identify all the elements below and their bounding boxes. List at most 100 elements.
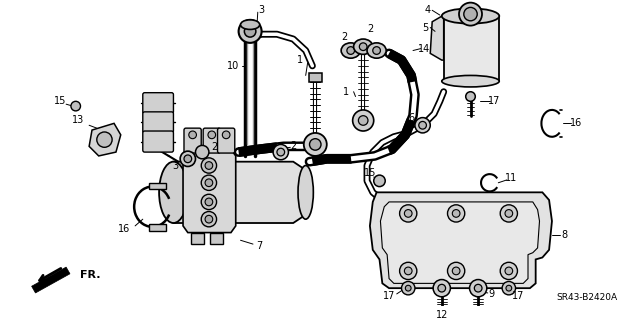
Text: 4: 4 (424, 5, 431, 15)
Circle shape (205, 198, 212, 206)
Text: 2: 2 (367, 25, 373, 34)
Text: SR43-B2420A: SR43-B2420A (557, 293, 618, 302)
Text: 15: 15 (54, 96, 67, 106)
Text: 2: 2 (212, 142, 218, 152)
Text: 12: 12 (436, 310, 448, 319)
Circle shape (358, 116, 368, 125)
Circle shape (304, 133, 327, 156)
Text: 2: 2 (341, 32, 347, 42)
Ellipse shape (159, 162, 188, 223)
Text: 2: 2 (290, 141, 296, 151)
Circle shape (374, 175, 385, 187)
FancyBboxPatch shape (444, 16, 499, 81)
FancyBboxPatch shape (210, 233, 223, 244)
Circle shape (189, 131, 196, 139)
Polygon shape (89, 123, 121, 156)
Circle shape (405, 285, 411, 291)
Text: 13: 13 (72, 115, 84, 125)
FancyBboxPatch shape (143, 112, 173, 133)
Ellipse shape (442, 75, 499, 87)
Circle shape (433, 279, 451, 297)
Ellipse shape (341, 43, 360, 58)
Text: 14: 14 (419, 44, 431, 54)
FancyBboxPatch shape (143, 93, 173, 114)
Circle shape (359, 43, 367, 50)
Circle shape (201, 211, 216, 227)
Circle shape (459, 3, 482, 26)
Text: 3: 3 (259, 5, 265, 15)
Text: FR.: FR. (79, 270, 100, 280)
FancyBboxPatch shape (218, 128, 235, 153)
Text: 10: 10 (227, 61, 239, 71)
Circle shape (500, 262, 518, 279)
Circle shape (205, 162, 212, 169)
Circle shape (415, 118, 430, 133)
Ellipse shape (442, 8, 499, 24)
Circle shape (205, 215, 212, 223)
Circle shape (201, 194, 216, 210)
Circle shape (506, 285, 512, 291)
Text: 16: 16 (118, 224, 130, 234)
Polygon shape (380, 202, 540, 283)
Text: 15: 15 (364, 168, 376, 178)
Text: 3: 3 (172, 160, 179, 171)
Circle shape (347, 47, 355, 54)
Circle shape (447, 262, 465, 279)
Circle shape (419, 122, 426, 129)
Circle shape (208, 131, 216, 139)
Text: 9: 9 (488, 289, 495, 299)
Text: 1: 1 (343, 87, 349, 97)
Circle shape (464, 7, 477, 21)
Text: 6: 6 (408, 113, 414, 122)
Text: 17: 17 (512, 291, 525, 301)
Circle shape (452, 267, 460, 275)
FancyBboxPatch shape (143, 131, 173, 152)
Circle shape (399, 205, 417, 222)
Circle shape (353, 110, 374, 131)
FancyBboxPatch shape (184, 128, 201, 153)
Circle shape (401, 281, 415, 295)
Circle shape (244, 26, 256, 37)
Text: 5: 5 (422, 23, 429, 33)
Circle shape (404, 210, 412, 217)
Circle shape (195, 145, 209, 159)
Text: 7: 7 (257, 241, 263, 251)
Polygon shape (183, 149, 236, 233)
Circle shape (71, 101, 81, 111)
Text: 16: 16 (570, 118, 582, 128)
Circle shape (438, 284, 445, 292)
Circle shape (222, 131, 230, 139)
Circle shape (180, 151, 195, 167)
Circle shape (97, 132, 112, 147)
Polygon shape (430, 15, 444, 60)
Ellipse shape (354, 39, 372, 54)
Circle shape (310, 139, 321, 150)
Ellipse shape (367, 43, 386, 58)
Circle shape (277, 148, 285, 156)
Text: 11: 11 (504, 173, 517, 183)
Circle shape (201, 158, 216, 173)
Circle shape (184, 155, 191, 163)
Text: 17: 17 (488, 96, 500, 106)
Circle shape (505, 267, 513, 275)
FancyBboxPatch shape (308, 72, 322, 82)
Polygon shape (31, 267, 70, 293)
Circle shape (273, 145, 289, 160)
Circle shape (505, 210, 513, 217)
Circle shape (502, 281, 516, 295)
Ellipse shape (298, 166, 314, 219)
Circle shape (404, 267, 412, 275)
Circle shape (201, 175, 216, 190)
Circle shape (447, 205, 465, 222)
Text: 8: 8 (561, 230, 568, 241)
Polygon shape (173, 162, 310, 223)
FancyBboxPatch shape (148, 183, 166, 189)
Ellipse shape (241, 20, 260, 29)
Circle shape (239, 20, 262, 43)
Circle shape (466, 92, 476, 101)
Polygon shape (370, 192, 552, 288)
Circle shape (470, 279, 487, 297)
Circle shape (474, 284, 482, 292)
Text: 17: 17 (383, 291, 396, 301)
Circle shape (452, 210, 460, 217)
